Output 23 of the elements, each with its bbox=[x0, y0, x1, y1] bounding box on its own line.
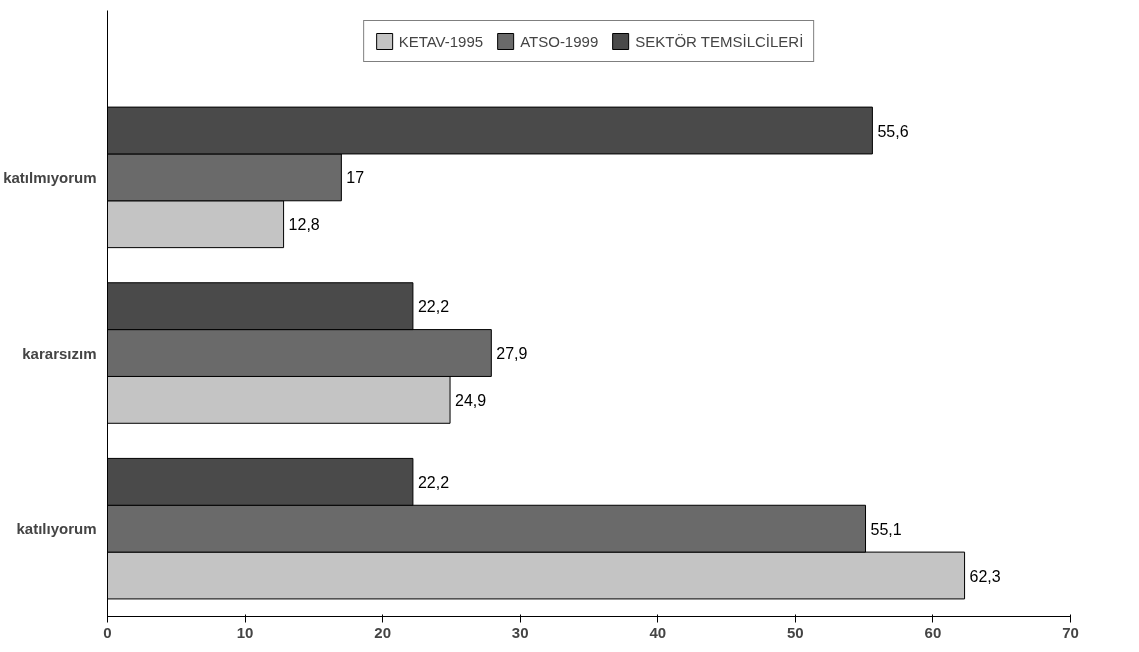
data-label: 27,9 bbox=[496, 345, 528, 363]
x-tick-label: 70 bbox=[1062, 623, 1079, 641]
y-tick-label: katılmıyorum bbox=[3, 168, 97, 186]
x-tick-label: 40 bbox=[649, 623, 667, 641]
data-label: 62,3 bbox=[969, 567, 1001, 585]
x-tick-label: 30 bbox=[511, 623, 529, 641]
data-label: 55,6 bbox=[877, 122, 909, 140]
y-tick-label: kararsızım bbox=[22, 344, 97, 362]
legend-label: KETAV-1995 bbox=[398, 32, 484, 50]
data-label: 17 bbox=[346, 169, 365, 187]
data-label: 22,2 bbox=[417, 473, 450, 491]
x-tick-label: 0 bbox=[103, 623, 112, 641]
x-tick-label: 20 bbox=[374, 623, 391, 641]
x-tick-label: 60 bbox=[924, 623, 942, 641]
legend-label: SEKTÖR TEMSİLCİLERİ bbox=[635, 32, 804, 50]
x-tick-label: 10 bbox=[236, 623, 254, 641]
x-tick-label: 50 bbox=[787, 623, 804, 641]
data-label: 12,8 bbox=[288, 216, 320, 234]
legend-label: ATSO-1999 bbox=[520, 32, 599, 50]
data-label: 24,9 bbox=[455, 391, 487, 409]
data-label: 55,1 bbox=[870, 520, 902, 538]
y-tick-label: katılıyorum bbox=[16, 520, 97, 538]
data-label: 22,2 bbox=[417, 298, 450, 316]
